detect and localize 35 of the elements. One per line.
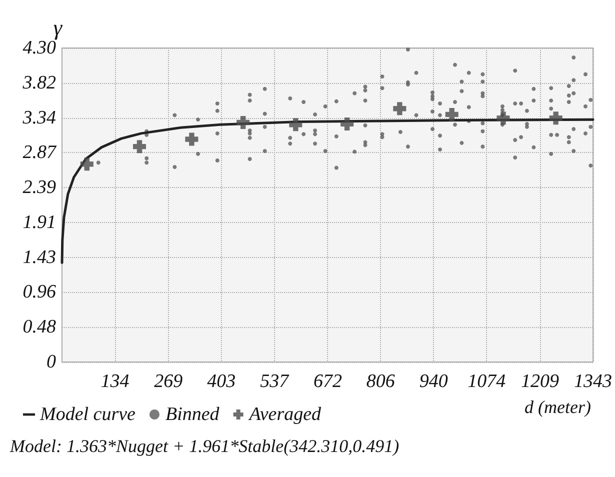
y-tick-label: 1.91 <box>22 212 56 234</box>
y-tick-label: 1.43 <box>22 247 56 268</box>
point <box>236 116 250 129</box>
x-tick-label: 1343 <box>574 371 612 392</box>
y-tick-label: 0.96 <box>22 281 56 302</box>
x-tick-label: 269 <box>154 371 184 392</box>
x-tick-label: 940 <box>419 371 448 392</box>
point <box>185 132 198 146</box>
y-tick-label: 0 <box>46 352 56 372</box>
y-tick-label: 0.48 <box>22 316 56 338</box>
x-axis-title: d (meter) <box>524 397 591 417</box>
x-tick-label: 537 <box>260 371 290 392</box>
point <box>289 118 302 132</box>
y-axis-title: γ <box>53 15 64 40</box>
x-tick-label: 672 <box>313 371 342 392</box>
x-tick-label: 806 <box>366 371 396 392</box>
point <box>80 158 94 171</box>
x-tick-label: 1074 <box>468 371 506 392</box>
y-tick-label: 3.82 <box>22 72 56 94</box>
point <box>496 112 510 125</box>
x-tick-label: 134 <box>100 371 130 392</box>
legend-label: Averaged <box>247 404 322 425</box>
point <box>132 140 146 154</box>
y-tick-label: 2.87 <box>22 142 58 163</box>
point <box>393 102 406 116</box>
x-tick-label: 1209 <box>521 371 560 392</box>
text: Model: 1.363*Nugget + 1.961*Stable(342.310,0.491) <box>9 436 400 456</box>
y-tick-label: 2.39 <box>22 176 56 198</box>
point <box>445 108 458 121</box>
legend-label: Binned <box>165 404 220 425</box>
point <box>340 117 354 130</box>
point <box>549 112 562 125</box>
y-tick-label: 3.34 <box>22 108 56 129</box>
legend-label: Model curve <box>39 404 136 425</box>
x-tick-label: 403 <box>207 371 236 392</box>
